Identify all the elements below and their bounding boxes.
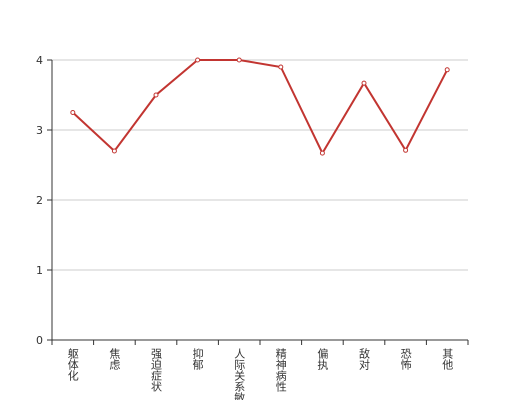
point [403,147,409,153]
x-tick-label: 焦虑 [108,348,121,370]
line [72,59,449,156]
y-tick-label: 4 [36,54,43,67]
point [278,64,284,70]
y-tick-label: 2 [36,194,43,207]
x-tick-label: 其他 [441,348,454,370]
x-tick-label: 恐怖 [399,348,412,370]
x-tick-label: 强迫症状 [150,348,163,392]
x-tick-label: 偏执 [316,347,329,371]
point [444,67,450,73]
point [70,110,76,115]
x-tick-label: 抑郁 [191,347,204,370]
x-tick-label: 躯体化 [66,348,79,382]
x-tick-label: 精神病性 [274,348,287,393]
y-tick-label: 0 [36,334,43,347]
x-tick-label: 敌对 [358,347,371,370]
point [153,92,159,98]
point [319,150,325,156]
point [361,80,367,86]
point [236,57,242,63]
point [195,57,201,63]
point [111,148,117,154]
y-tick-label: 3 [36,124,43,137]
x-tick-label: 人际关系敏感 [233,348,246,400]
y-tick-label: 1 [36,264,43,277]
